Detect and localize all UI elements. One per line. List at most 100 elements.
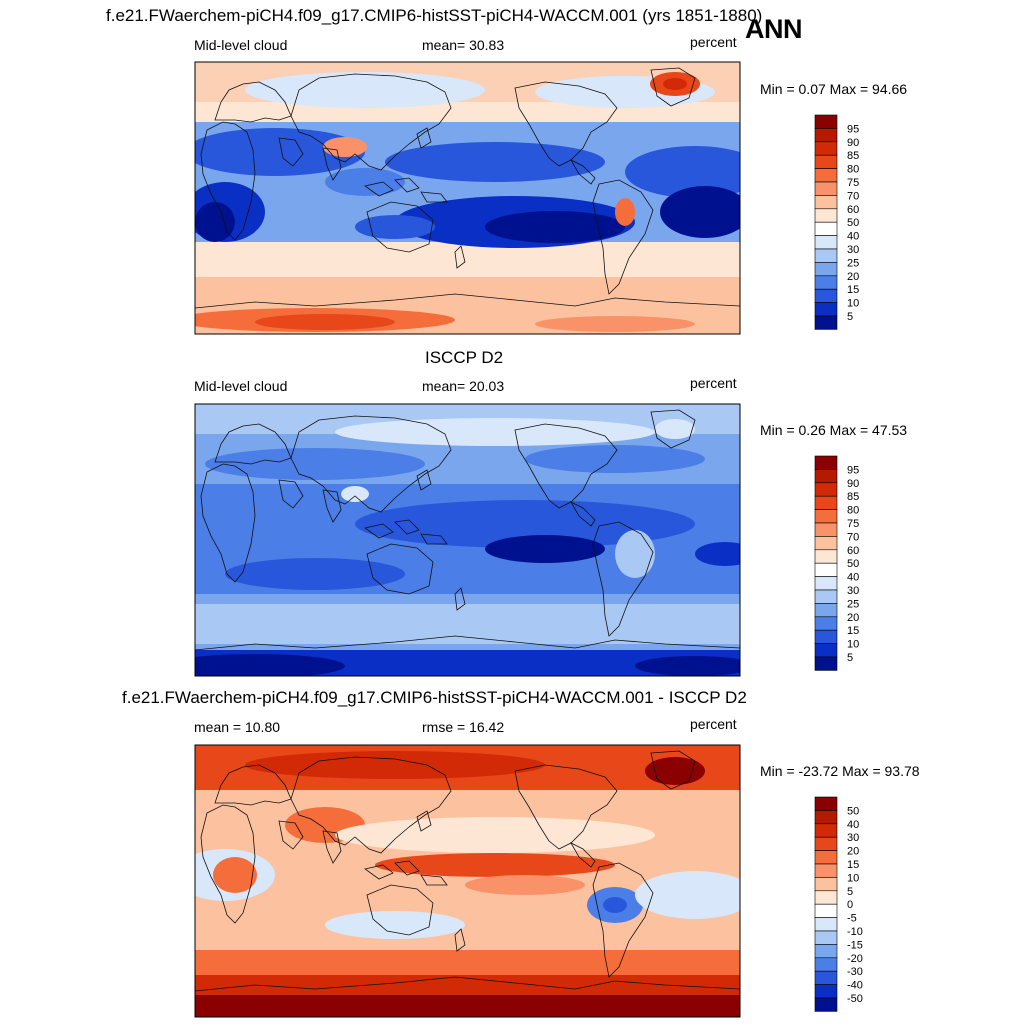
colorbar-cell (814, 616, 838, 631)
map-model-frame (194, 61, 741, 335)
colorbar-tick-label: 5 (847, 311, 853, 323)
colorbar-tick-label: -40 (847, 980, 863, 992)
colorbar-tick-label: 25 (847, 598, 859, 610)
colorbar-tick-label: 40 (847, 572, 859, 584)
colorbar-cell (814, 863, 838, 878)
colorbar-cell (814, 141, 838, 156)
colorbar-cell (814, 455, 838, 470)
colorbar-tick-label: 20 (847, 612, 859, 624)
colorbar-cell (814, 957, 838, 972)
colorbar-cell (814, 810, 838, 825)
panel-diff-rmse: rmse = 16.42 (422, 719, 505, 735)
colorbar-tick-label: 20 (847, 846, 859, 858)
colorbar-cell (814, 221, 838, 236)
panel-model-minmax: Min = 0.07 Max = 94.66 (760, 81, 908, 97)
colorbar-tick-label: -5 (847, 913, 857, 925)
colorbar-cell (814, 850, 838, 865)
colorbar-tick-label: 15 (847, 625, 859, 637)
colorbar-cell (814, 208, 838, 223)
colorbar-cell (814, 509, 838, 524)
colorbar-cell (814, 114, 838, 129)
colorbar-tick-label: 10 (847, 298, 859, 310)
colorbar-cell (814, 877, 838, 892)
colorbar-cell (814, 562, 838, 577)
colorbar-tick-label: 60 (847, 204, 859, 216)
map-diff (195, 745, 740, 1017)
colorbar-tick-label: 50 (847, 558, 859, 570)
colorbar-cell (814, 930, 838, 945)
colorbar-tick-label: 40 (847, 231, 859, 243)
colorbar-tick-label: 10 (847, 872, 859, 884)
colorbar-cell (814, 984, 838, 999)
panel-diff-units: percent (690, 716, 737, 732)
colorbar-cell (814, 549, 838, 564)
colorbar-tick-label: 15 (847, 859, 859, 871)
colorbar-tick-label: 95 (847, 464, 859, 476)
panel-diff-mean: mean = 10.80 (194, 719, 281, 735)
colorbar-tick-label: 70 (847, 190, 859, 202)
colorbar-cell (814, 997, 838, 1012)
colorbar-cell (814, 235, 838, 250)
colorbar-tick-label: 40 (847, 819, 859, 831)
colorbar-cell (814, 903, 838, 918)
colorbar-tick-label: 30 (847, 244, 859, 256)
colorbar-tick-label: 70 (847, 531, 859, 543)
colorbar-tick-label: 85 (847, 150, 859, 162)
colorbar-cell (814, 302, 838, 317)
panel-model-units: percent (690, 34, 737, 50)
colorbar-cell (814, 275, 838, 290)
colorbar-tick-label: 25 (847, 257, 859, 269)
colorbar-tick-label: 20 (847, 271, 859, 283)
colorbar-cell (814, 970, 838, 985)
panel-obs-title: ISCCP D2 (425, 348, 504, 367)
colorbar-tick-label: -10 (847, 926, 863, 938)
colorbar-tick-label: -50 (847, 993, 863, 1005)
colorbar-cell (814, 917, 838, 932)
colorbar-tick-label: 30 (847, 585, 859, 597)
colorbar-tick-label: 95 (847, 123, 859, 135)
panel-model-left-label: Mid-level cloud (194, 37, 288, 53)
colorbar-tick-label: 80 (847, 164, 859, 176)
figure-title: f.e21.FWaerchem-piCH4.f09_g17.CMIP6-hist… (106, 6, 763, 25)
colorbar-tick-label: 15 (847, 284, 859, 296)
colorbar-tick-label: 10 (847, 639, 859, 651)
colorbar-cell (814, 168, 838, 183)
colorbar-cell (814, 469, 838, 484)
map-obs-frame (194, 403, 741, 677)
colorbar-cell (814, 315, 838, 330)
panel-obs-units: percent (690, 375, 737, 391)
season-label: ANN (745, 14, 803, 44)
colorbar-cell (814, 836, 838, 851)
panel-obs-mean: mean= 20.03 (422, 378, 505, 394)
colorbar-tick-label: 50 (847, 217, 859, 229)
colorbar-cell (814, 248, 838, 263)
colorbar-cell (814, 128, 838, 143)
colorbar-cell (814, 796, 838, 811)
colorbar-cell (814, 576, 838, 591)
colorbar-cell (814, 656, 838, 671)
colorbar-cell (814, 944, 838, 959)
colorbar-cell (814, 522, 838, 537)
panel-diff-minmax: Min = -23.72 Max = 93.78 (760, 763, 920, 779)
map-diff-frame (194, 744, 741, 1018)
colorbar-tick-label: -30 (847, 966, 863, 978)
colorbar-cell (814, 823, 838, 838)
colorbar-cell (814, 643, 838, 658)
colorbar-tick-label: 30 (847, 832, 859, 844)
map-model (195, 62, 740, 334)
colorbar-tick-label: 60 (847, 545, 859, 557)
colorbar-tick-label: 75 (847, 518, 859, 530)
colorbar-tick-label: 0 (847, 899, 853, 911)
colorbar-cell (814, 536, 838, 551)
colorbar-cell (814, 890, 838, 905)
colorbar-tick-label: 90 (847, 478, 859, 490)
colorbar-tick-label: 85 (847, 491, 859, 503)
colorbar-cell (814, 195, 838, 210)
map-obs (195, 404, 740, 676)
colorbar-cell (814, 495, 838, 510)
colorbar-tick-label: 5 (847, 886, 853, 898)
colorbar-cell (814, 482, 838, 497)
